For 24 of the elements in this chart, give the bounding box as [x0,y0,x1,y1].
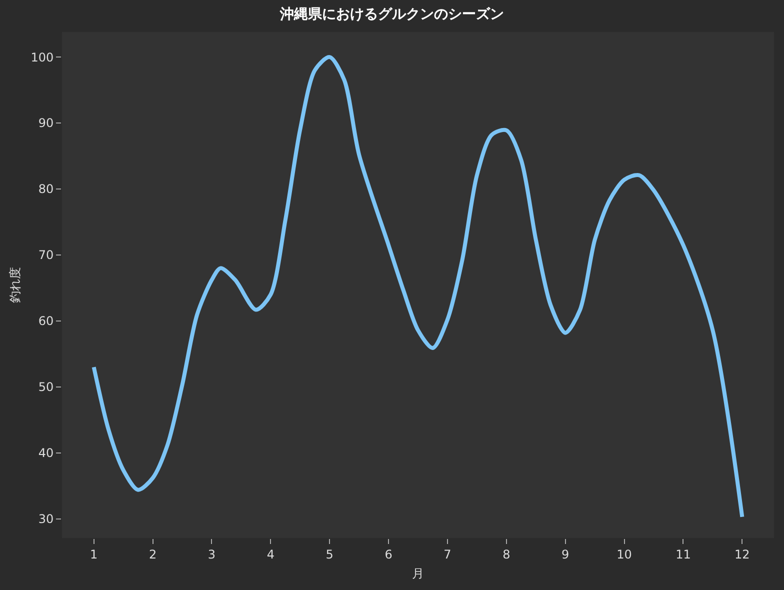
x-tick-label: 3 [208,547,216,562]
y-tick-label: 40 [38,446,54,460]
x-tick-label: 1 [90,547,98,562]
x-tick-label: 2 [148,547,157,562]
x-tick-label: 7 [444,547,452,562]
x-tick-label: 11 [676,547,691,562]
y-tick-label: 90 [38,116,54,130]
x-tick-label: 9 [562,547,570,562]
x-tick-label: 4 [266,547,274,562]
x-tick-label: 8 [502,547,510,562]
y-axis-title: 釣れ度 [8,267,22,303]
y-tick-label: 30 [38,512,54,526]
x-tick-label: 12 [734,547,750,562]
y-tick-label: 80 [38,182,54,196]
x-tick-label: 10 [616,547,632,562]
line-series [92,55,744,519]
x-tick-label: 6 [384,547,392,562]
y-tick-label: 50 [38,380,54,394]
y-tick-label: 100 [30,50,54,64]
y-tick-label: 70 [38,248,54,262]
y-tick-label: 60 [38,314,54,328]
chart-title: 沖縄県におけるグルクンのシーズン [279,6,504,23]
x-tick-label: 5 [326,547,334,562]
x-axis-title: 月 [412,566,424,580]
